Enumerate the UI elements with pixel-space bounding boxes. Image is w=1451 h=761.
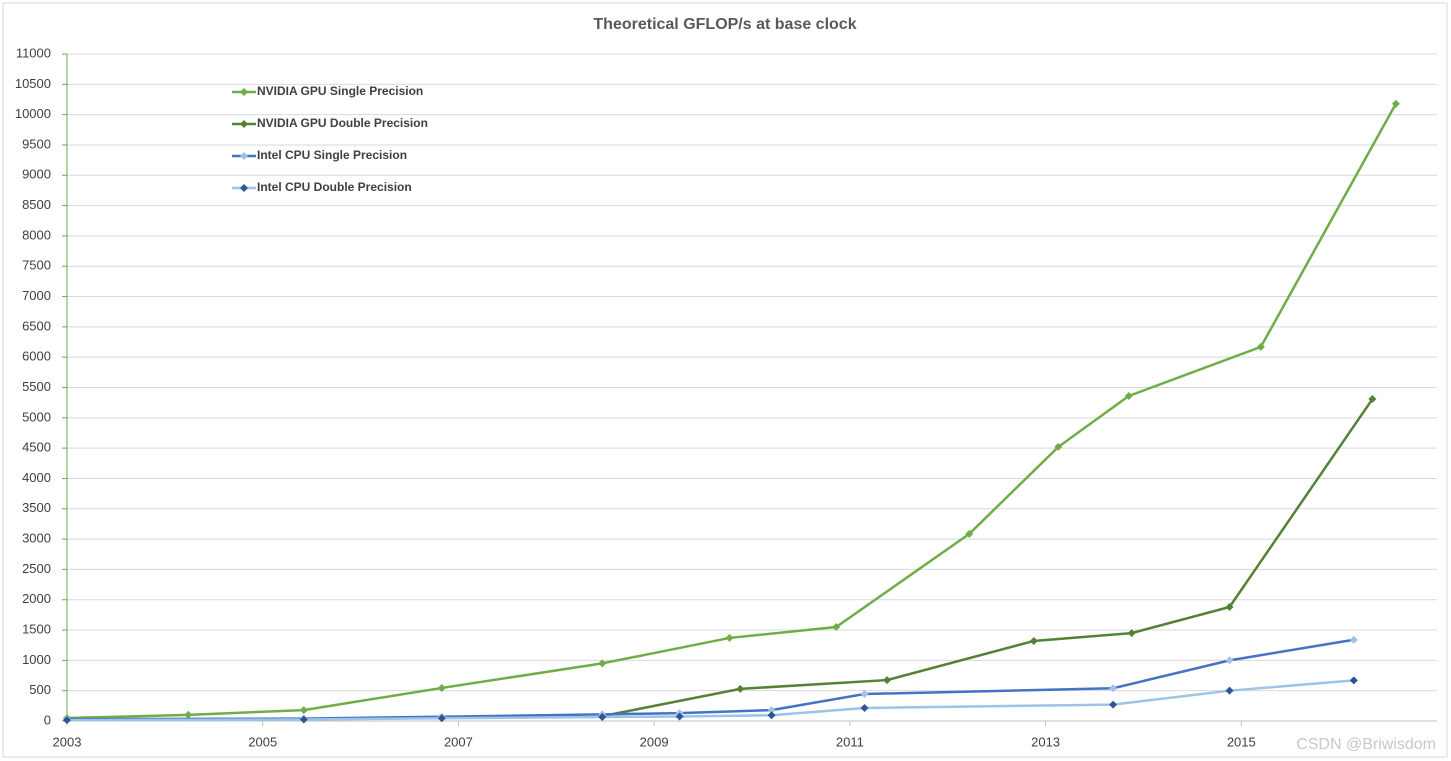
legend-marker (240, 88, 248, 96)
y-tick-label: 6000 (22, 349, 51, 364)
y-tick-label: 5500 (22, 379, 51, 394)
point (1391, 99, 1400, 108)
x-tick-label: 2007 (444, 734, 473, 749)
point (767, 706, 776, 715)
y-tick-label: 3500 (22, 500, 51, 515)
point (860, 703, 869, 712)
y-tick-label: 2000 (22, 591, 51, 606)
legend-marker (240, 152, 248, 160)
legend-label: Intel CPU Double Precision (257, 180, 412, 194)
x-tick-label: 2005 (248, 734, 277, 749)
legend-label: Intel CPU Single Precision (257, 148, 407, 162)
x-tick-label: 2011 (836, 734, 864, 749)
y-tick-label: 9000 (22, 167, 51, 182)
legend-marker (240, 184, 248, 192)
point (1124, 391, 1133, 400)
y-tick-label: 7000 (22, 288, 51, 303)
y-tick-label: 6500 (22, 318, 51, 333)
legend-label: NVIDIA GPU Single Precision (257, 84, 423, 98)
point (1127, 629, 1136, 638)
y-tick-label: 11000 (16, 45, 51, 60)
point (1225, 686, 1234, 695)
y-tick-label: 10000 (15, 106, 51, 121)
point (63, 716, 71, 725)
y-tick-label: 7500 (22, 258, 51, 273)
x-tick-label: 2013 (1031, 734, 1060, 749)
x-tick-label: 2009 (640, 734, 669, 749)
point (832, 623, 841, 632)
point (1109, 684, 1118, 693)
y-tick-label: 9500 (22, 136, 51, 151)
point (1349, 635, 1358, 644)
y-tick-label: 500 (29, 682, 51, 697)
point (675, 712, 684, 721)
point (1109, 700, 1118, 709)
x-tick-label: 2003 (53, 734, 82, 749)
y-tick-label: 5000 (22, 409, 51, 424)
point (883, 676, 892, 685)
point (437, 714, 446, 723)
y-tick-label: 8000 (22, 227, 51, 242)
y-tick-label: 2500 (22, 561, 51, 576)
y-tick-label: 0 (44, 712, 51, 727)
point (1225, 656, 1234, 665)
y-tick-label: 10500 (15, 76, 51, 91)
y-tick-label: 1500 (22, 621, 51, 636)
series-line (66, 679, 1354, 722)
point (965, 529, 974, 538)
x-tick-label: 2015 (1227, 734, 1256, 749)
point (1349, 676, 1358, 685)
point (184, 710, 193, 719)
point (1225, 603, 1234, 612)
y-tick-label: 4000 (22, 470, 51, 485)
point (767, 711, 776, 720)
y-tick-label: 4500 (22, 440, 51, 455)
point (1029, 636, 1038, 645)
point (598, 713, 607, 722)
chart-title: Theoretical GFLOP/s at base clock (593, 16, 856, 33)
point (598, 659, 607, 668)
legend-label: NVIDIA GPU Double Precision (257, 116, 428, 130)
y-tick-label: 8500 (22, 197, 51, 212)
point (1256, 342, 1265, 351)
point (299, 715, 308, 724)
point (860, 690, 869, 699)
y-tick-label: 1000 (22, 652, 51, 667)
series-line (66, 103, 1397, 720)
point (437, 683, 446, 692)
point (725, 633, 734, 642)
legend-marker (240, 120, 248, 128)
point (736, 684, 745, 693)
watermark: CSDN @Briwisdom (1296, 736, 1436, 753)
point (1054, 442, 1063, 451)
y-tick-label: 3000 (22, 531, 51, 546)
point (299, 706, 308, 715)
point (1368, 395, 1377, 404)
